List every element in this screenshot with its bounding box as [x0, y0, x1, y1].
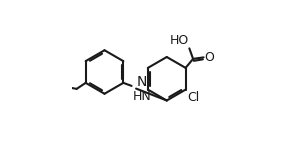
Text: HO: HO: [169, 34, 189, 47]
Text: N: N: [136, 75, 147, 89]
Text: Cl: Cl: [187, 91, 199, 104]
Text: O: O: [204, 51, 214, 64]
Text: HN: HN: [132, 90, 151, 103]
